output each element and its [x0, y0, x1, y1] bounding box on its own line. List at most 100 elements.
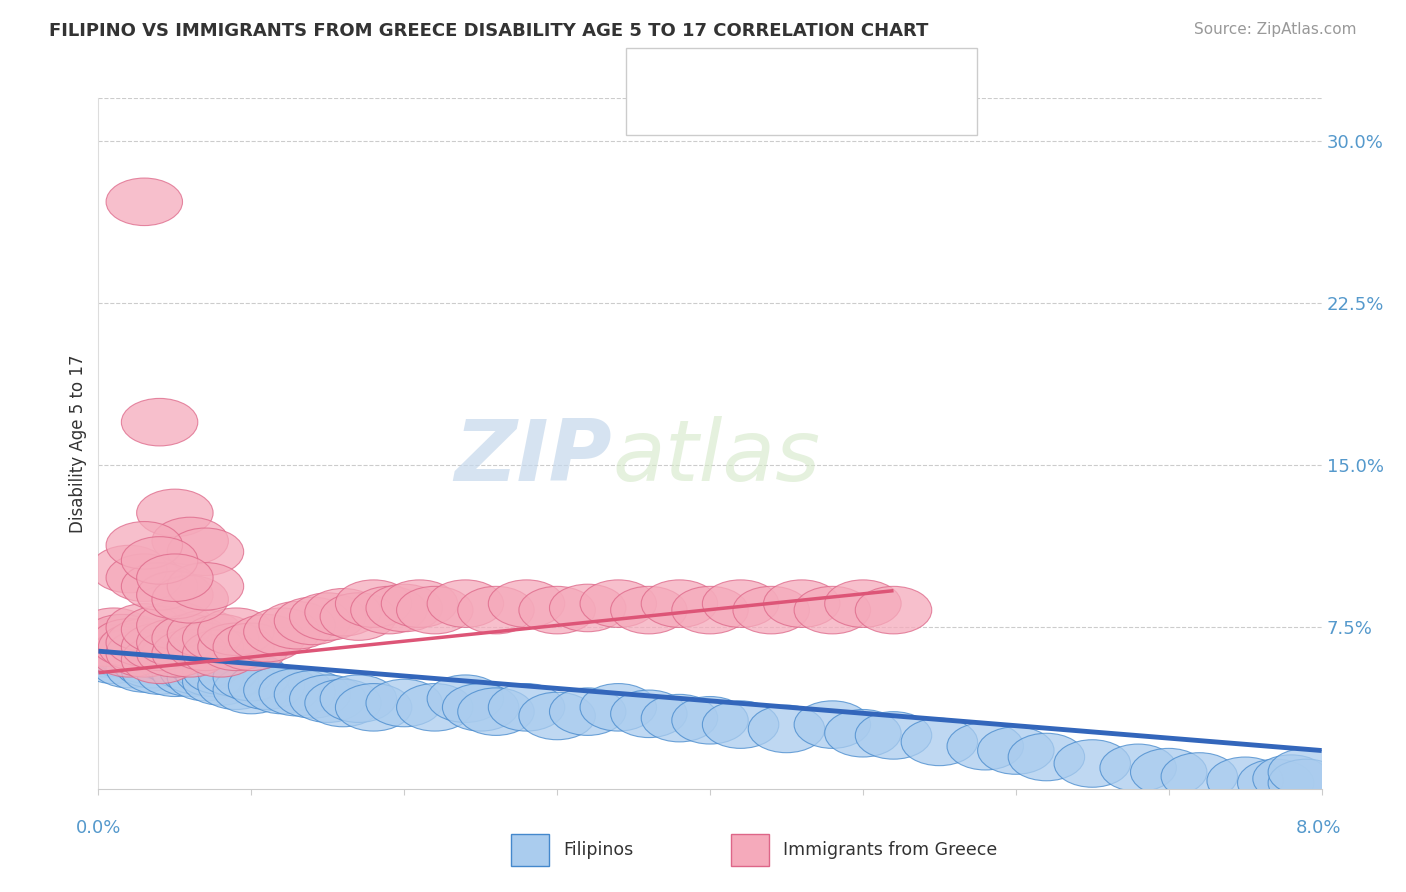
Ellipse shape [152, 575, 228, 624]
Ellipse shape [91, 630, 167, 677]
Ellipse shape [336, 580, 412, 627]
Ellipse shape [198, 608, 274, 656]
Ellipse shape [641, 694, 717, 742]
Ellipse shape [1008, 733, 1084, 780]
Ellipse shape [121, 636, 198, 683]
Ellipse shape [183, 647, 259, 694]
Ellipse shape [67, 619, 145, 666]
Text: R = -0.401: R = -0.401 [710, 61, 815, 78]
Ellipse shape [350, 586, 427, 634]
Ellipse shape [948, 723, 1024, 770]
Ellipse shape [152, 630, 228, 677]
Ellipse shape [160, 647, 236, 694]
Ellipse shape [136, 601, 214, 649]
Ellipse shape [183, 657, 259, 706]
Ellipse shape [152, 636, 228, 683]
Text: atlas: atlas [612, 416, 820, 500]
Text: N = 71: N = 71 [882, 61, 945, 78]
Ellipse shape [183, 615, 259, 662]
Ellipse shape [76, 608, 152, 656]
Ellipse shape [105, 645, 183, 692]
Ellipse shape [1268, 748, 1344, 796]
Ellipse shape [145, 640, 221, 688]
Ellipse shape [228, 662, 305, 709]
Ellipse shape [855, 586, 932, 634]
Bar [731, 835, 769, 865]
Bar [510, 835, 550, 865]
Text: R =  0.298: R = 0.298 [710, 103, 815, 120]
Ellipse shape [167, 610, 243, 657]
Ellipse shape [98, 624, 174, 671]
Ellipse shape [672, 586, 748, 634]
Ellipse shape [336, 683, 412, 731]
Ellipse shape [1237, 759, 1315, 806]
Ellipse shape [136, 636, 214, 683]
Ellipse shape [321, 675, 396, 723]
Ellipse shape [121, 537, 198, 584]
Ellipse shape [290, 593, 366, 640]
Ellipse shape [550, 688, 626, 735]
Ellipse shape [290, 675, 366, 723]
Ellipse shape [1161, 753, 1237, 800]
Ellipse shape [259, 601, 336, 649]
Bar [641, 54, 692, 85]
Ellipse shape [183, 630, 259, 677]
Text: 8.0%: 8.0% [1296, 819, 1341, 837]
Ellipse shape [121, 619, 198, 666]
Y-axis label: Disability Age 5 to 17: Disability Age 5 to 17 [69, 354, 87, 533]
Ellipse shape [98, 632, 174, 679]
Ellipse shape [794, 586, 870, 634]
Ellipse shape [396, 586, 472, 634]
Ellipse shape [198, 624, 274, 671]
Ellipse shape [703, 580, 779, 627]
Ellipse shape [733, 586, 810, 634]
Ellipse shape [901, 718, 977, 765]
Ellipse shape [110, 636, 186, 683]
Ellipse shape [152, 649, 228, 697]
Ellipse shape [488, 683, 565, 731]
Ellipse shape [214, 624, 290, 671]
Ellipse shape [1099, 744, 1177, 791]
Ellipse shape [83, 615, 160, 662]
Text: Source: ZipAtlas.com: Source: ZipAtlas.com [1194, 22, 1357, 37]
Ellipse shape [105, 178, 183, 226]
Ellipse shape [381, 580, 458, 627]
Ellipse shape [610, 586, 688, 634]
Ellipse shape [167, 528, 243, 575]
Ellipse shape [121, 624, 198, 671]
Ellipse shape [214, 666, 290, 714]
Ellipse shape [214, 653, 290, 701]
Ellipse shape [977, 727, 1054, 774]
Ellipse shape [243, 666, 321, 714]
Ellipse shape [550, 584, 626, 632]
Ellipse shape [1268, 759, 1344, 806]
Ellipse shape [167, 624, 243, 671]
Ellipse shape [136, 630, 214, 677]
Ellipse shape [105, 604, 183, 651]
Ellipse shape [136, 619, 214, 666]
Ellipse shape [91, 627, 167, 675]
Ellipse shape [91, 640, 167, 688]
Text: FILIPINO VS IMMIGRANTS FROM GREECE DISABILITY AGE 5 TO 17 CORRELATION CHART: FILIPINO VS IMMIGRANTS FROM GREECE DISAB… [49, 22, 928, 40]
Ellipse shape [703, 701, 779, 748]
Ellipse shape [167, 563, 243, 610]
Ellipse shape [488, 580, 565, 627]
Ellipse shape [76, 636, 152, 683]
Ellipse shape [136, 489, 214, 537]
Ellipse shape [855, 712, 932, 759]
FancyBboxPatch shape [626, 48, 977, 135]
Ellipse shape [763, 580, 839, 627]
Text: ZIP: ZIP [454, 416, 612, 500]
Ellipse shape [91, 619, 167, 666]
Ellipse shape [243, 608, 321, 656]
Ellipse shape [121, 563, 198, 610]
Ellipse shape [121, 647, 198, 694]
Text: Filipinos: Filipinos [564, 841, 634, 859]
Ellipse shape [519, 692, 595, 739]
Ellipse shape [581, 683, 657, 731]
Ellipse shape [519, 586, 595, 634]
Ellipse shape [91, 545, 167, 593]
Ellipse shape [121, 606, 198, 653]
Ellipse shape [105, 554, 183, 601]
Ellipse shape [105, 630, 183, 677]
